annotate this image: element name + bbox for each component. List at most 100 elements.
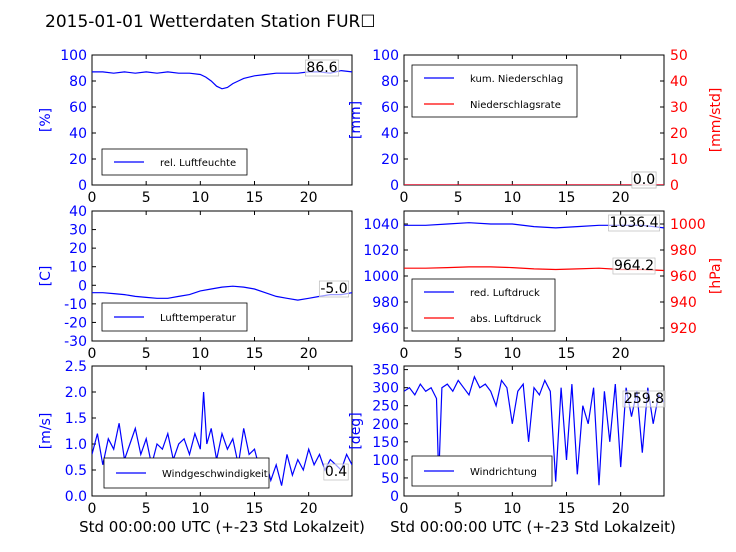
y2-tick-label: 40 [670,74,688,90]
y-tick-label: 0.5 [65,463,87,479]
y-tick-label: 100 [372,453,399,469]
value-annotation-box [608,214,660,232]
value-annotation-text: 86.6 [306,60,337,76]
x-tick-label: 10 [503,346,521,362]
panel-wind-direction: 0 5 10 15 20050100150200250300350[deg]Windri… [348,363,666,517]
y2-tick-label: 940 [670,295,697,311]
y-tick-label: 20 [381,152,399,168]
y2-tick-label: 10 [670,152,688,168]
y-tick-label: 300 [372,381,399,397]
y-tick-label: 20 [69,152,87,168]
plot-frame [91,54,353,186]
y2-tick-label: 980 [670,243,697,259]
legend-label: Windrichtung [470,467,537,478]
value-annotation-box [318,280,350,298]
value-annotation: -5.0 [318,280,350,298]
legend: kum. Niederschlag Niederschlagsrate [411,64,578,118]
y-tick-label: 0 [390,489,399,505]
y-tick-label: 2.0 [65,385,87,401]
value-annotation-box [622,390,666,408]
x-tick-label: 20 [300,501,318,517]
legend-box [411,278,556,332]
value-annotation-text: 259.8 [624,391,664,407]
plot-frame [91,365,353,497]
y-tick-label: 80 [381,74,399,90]
y-tick-label: -20 [64,315,87,331]
y2-axis-label: [mm/std] [708,88,724,153]
x-tick-label: 5 [454,501,463,517]
legend-label: kum. Niederschlag [470,74,563,85]
x-tick-label: 0 [88,501,97,517]
legend: rel. Luftfeuchte [101,148,248,176]
x-tick-label: 20 [300,346,318,362]
y-axis-label: [%] [38,108,54,132]
y-tick-label: 50 [381,471,399,487]
x-tick-label: 0 [400,501,409,517]
x-tick-label: 15 [246,346,264,362]
y-tick-label: 0 [78,278,87,294]
y-tick-label: 100 [372,48,399,64]
y2-tick-label: 1000 [670,217,706,233]
y-tick-label: 40 [69,126,87,142]
legend: red. Luftdruck abs. Luftdruck [411,278,556,332]
x-tick-label: 5 [454,190,463,206]
plot-frame [403,365,665,497]
legend: Windrichtung [411,455,553,487]
value-annotation-text: 1036.4 [610,215,659,231]
panel-wind-speed: 0 5 10 15 20 0.0 0.5 1.0 1.5 2.0 2.5 [m/s] Windgesch… [38,359,353,517]
value-annotation: 0.4 [323,463,349,481]
y2-tick-label: 0 [670,178,679,194]
y-tick-label: 150 [372,435,399,451]
panel-pressure: 0 5 10 15 20 960 980 1000 1020 1040 920 940 960 980 10… [363,210,724,362]
x-tick-label: 5 [142,190,151,206]
value-annotation-text: 0.0 [633,172,655,188]
legend-label: Niederschlagsrate [470,100,561,111]
series-line-windgeschwindigkeit [92,391,352,486]
value-annotation-box [323,463,349,481]
x-tick-label: 20 [300,190,318,206]
y-axis-label: [C] [38,266,54,287]
x-tick-label: 10 [191,190,209,206]
series-line-rel-luftfeuchte [92,69,352,90]
y-tick-label: 980 [372,295,399,311]
y-tick-label: 250 [372,399,399,415]
y-tick-label: 200 [372,417,399,433]
x-tick-label: 15 [246,501,264,517]
x-tick-label: 0 [400,190,409,206]
value-annotation: 0.0 [631,171,657,189]
panel-temperature: 0 5 10 15 20 -30 -20 -10 0 10 20 30 40 [C] Lufttempera… [38,204,353,362]
x-tick-label: 5 [454,346,463,362]
y-tick-label: 40 [69,204,87,220]
y2-tick-label: 50 [670,48,688,64]
y-tick-label: 60 [69,100,87,116]
value-annotation: 1036.4 [608,214,660,232]
x-tick-label: 20 [612,501,630,517]
y-tick-label: 1040 [363,217,399,233]
legend-label: red. Luftdruck [470,288,540,299]
panel-precip: 0 5 10 15 20 0 20 40 60 80 100 0 10 20 30 40 50 [mm] [mm/s… [348,48,724,206]
y-tick-label: 60 [381,100,399,116]
y-tick-label: 1020 [363,243,399,259]
legend-label: Windgeschwindigkeit [162,469,268,480]
y-tick-label: 0.0 [65,489,87,505]
x-tick-label: 20 [612,190,630,206]
value-annotation: 964.2 [612,257,656,275]
value-annotation: 259.8 [622,390,666,408]
x-tick-label: 10 [191,346,209,362]
y2-tick-label: 960 [670,269,697,285]
y-tick-label: 40 [381,126,399,142]
x-tick-label: 15 [558,190,576,206]
x-tick-label: 0 [88,346,97,362]
y-tick-label: 2.5 [65,359,87,375]
legend-box [411,455,553,487]
y-tick-label: 20 [69,241,87,257]
y-axis-label: [deg] [348,412,364,449]
y-tick-label: 960 [372,321,399,337]
x-tick-label: 15 [558,346,576,362]
y2-tick-label: 20 [670,126,688,142]
y-tick-label: 30 [69,223,87,239]
value-annotation-text: 964.2 [614,258,654,274]
y2-axis-label: [hPa] [708,258,724,294]
series-line-windrichtung [404,375,664,486]
